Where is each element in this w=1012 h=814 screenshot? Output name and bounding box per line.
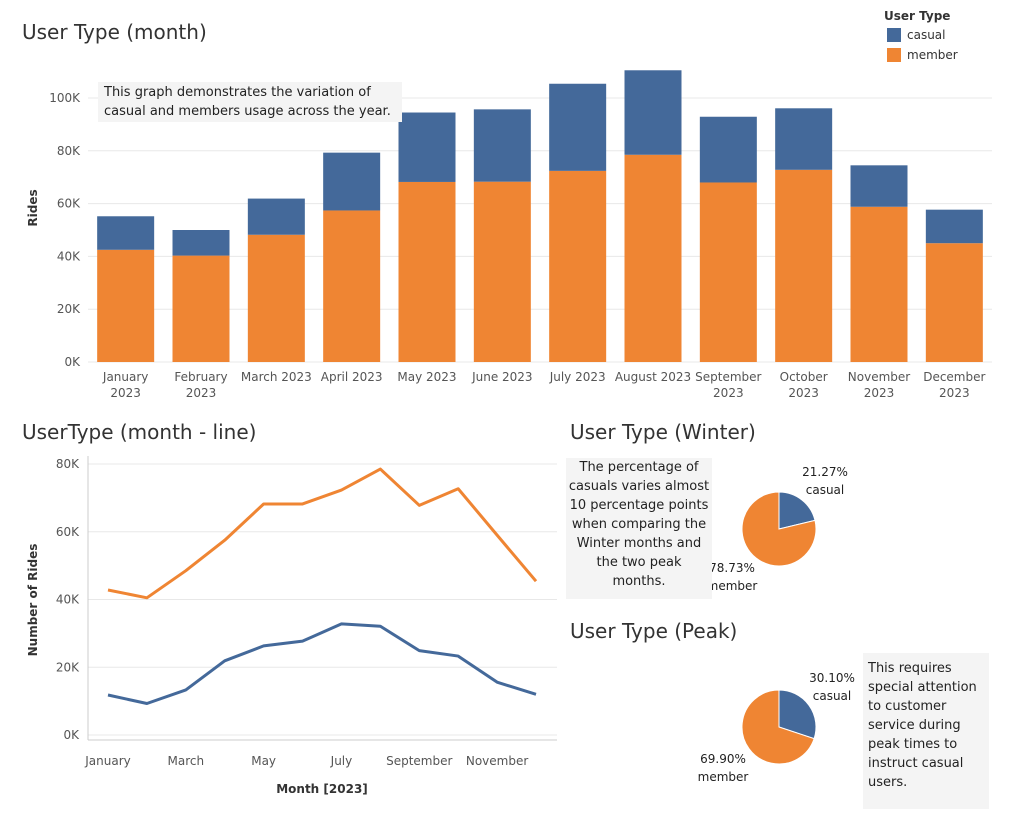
bar-xtick-label: 2023 [864,386,895,400]
bar-member[interactable] [172,255,230,362]
bar-xtick-label: 2023 [110,386,141,400]
bar-casual[interactable] [775,108,833,170]
bar-xtick-label: September [695,370,761,384]
bar-xtick-label: 2023 [788,386,819,400]
line-xtick-label: September [386,754,452,768]
bar-casual[interactable] [549,83,607,171]
bar-member[interactable] [624,154,682,362]
bar-member[interactable] [549,170,607,362]
legend-swatch-casual [887,28,901,42]
bar-casual[interactable] [925,209,983,244]
bar-chart-ylabel: Rides [26,189,40,226]
bar-ytick-label: 0K [64,355,81,369]
bar-xtick-label: April 2023 [321,370,383,384]
legend-title: User Type [884,9,951,23]
bar-member[interactable] [323,210,381,362]
bar-member[interactable] [850,206,908,362]
legend-label-casual: casual [907,28,946,42]
line-xtick-label: July [330,754,353,768]
pie-label-percent: 30.10% [809,671,855,685]
line-ytick-label: 0K [63,728,80,742]
bar-xtick-label: June 2023 [471,370,533,384]
bar-member[interactable] [699,182,757,362]
line-chart-xlabel: Month [2023] [276,782,368,796]
bar-casual[interactable] [323,152,381,211]
line-ytick-label: 80K [56,457,80,471]
bar-member[interactable] [925,243,983,362]
bar-xtick-label: 2023 [186,386,217,400]
pie-label-name: member [707,579,758,593]
pie-slice-casual[interactable] [778,689,817,740]
bar-ytick-label: 20K [57,302,81,316]
bar-xtick-label: 2023 [939,386,970,400]
bar-chart-note: This graph demonstrates the variation of… [98,82,402,122]
pie-label-name: member [698,770,749,784]
bar-casual[interactable] [624,70,682,155]
bar-member[interactable] [473,181,531,362]
line-xtick-label: January [84,754,131,768]
bar-xtick-label: July 2023 [549,370,606,384]
bar-member[interactable] [398,181,456,362]
bar-xtick-label: May 2023 [397,370,456,384]
bar-member[interactable] [775,169,833,362]
pie-slice-member[interactable] [741,491,817,567]
bar-casual[interactable] [398,112,456,182]
legend-swatch-member [887,48,901,62]
pie-slice-casual[interactable] [778,491,816,530]
bar-casual[interactable] [247,198,305,235]
bar-xtick-label: March 2023 [241,370,312,384]
bar-casual[interactable] [699,116,757,183]
bar-xtick-label: February [174,370,227,384]
bar-ytick-label: 80K [57,144,81,158]
line-xtick-label: March [168,754,205,768]
line-ytick-label: 20K [56,660,80,674]
winter-pie-title: User Type (Winter) [570,420,756,444]
bar-xtick-label: January [102,370,149,384]
bar-xtick-label: August 2023 [615,370,691,384]
pie-label-name: casual [806,483,845,497]
peak-pie-title: User Type (Peak) [570,619,738,643]
bar-casual[interactable] [172,230,230,256]
pie-label-name: casual [813,689,852,703]
line-chart-title: UserType (month - line) [22,420,257,444]
bar-xtick-label: October [780,370,828,384]
bar-casual[interactable] [97,216,155,250]
line-series-casual[interactable] [107,622,537,705]
bar-ytick-label: 100K [49,91,81,105]
line-ytick-label: 60K [56,525,80,539]
line-series-member[interactable] [107,467,538,600]
bar-chart-title: User Type (month) [22,20,207,44]
pie-slice-member[interactable] [741,689,815,765]
line-xtick-label: November [466,754,528,768]
bar-ytick-label: 60K [57,197,81,211]
bar-ytick-label: 40K [57,249,81,263]
bar-xtick-label: December [923,370,985,384]
pie-label-percent: 69.90% [700,752,746,766]
line-ytick-label: 40K [56,593,80,607]
pie-label-percent: 21.27% [802,465,848,479]
line-chart-ylabel: Number of Rides [26,544,40,657]
legend-label-member: member [907,48,958,62]
bar-xtick-label: November [848,370,910,384]
bar-member[interactable] [97,249,155,362]
peak-note: This requires special attention to custo… [863,653,989,809]
bar-xtick-label: 2023 [713,386,744,400]
legend-item-member[interactable]: member [887,48,958,62]
winter-note: The percentage of casuals varies almost … [566,458,712,599]
bar-member[interactable] [247,234,305,362]
line-xtick-label: May [251,754,276,768]
bar-casual[interactable] [473,109,531,182]
legend-item-casual[interactable]: casual [887,28,946,42]
pie-label-percent: 78.73% [709,561,755,575]
bar-casual[interactable] [850,165,908,207]
